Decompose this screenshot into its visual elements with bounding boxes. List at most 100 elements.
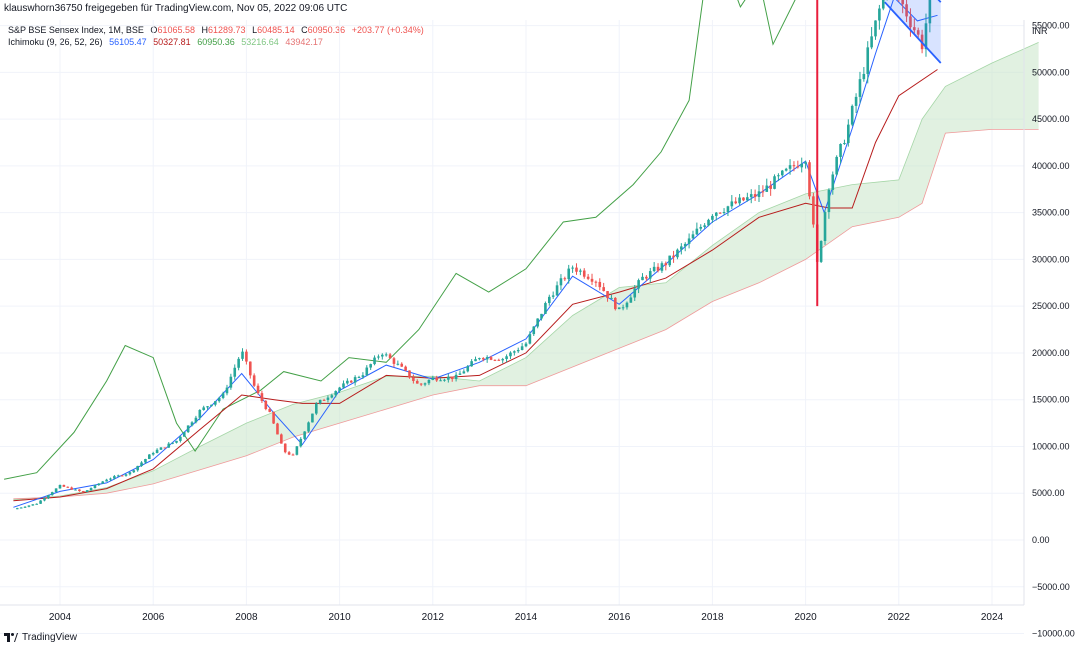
x-tick-label: 2006 xyxy=(142,612,165,623)
candle-body xyxy=(307,422,310,432)
candle-body xyxy=(163,447,167,449)
ichimoku-lead2-value: 43942.17 xyxy=(285,37,323,47)
candle-body xyxy=(291,454,295,456)
candle-body xyxy=(120,475,124,477)
candle-body xyxy=(74,489,77,491)
candle-body xyxy=(377,356,380,358)
x-tick-label: 2024 xyxy=(981,612,1004,623)
candle-body xyxy=(913,27,916,31)
candle-body xyxy=(225,387,229,394)
candle-body xyxy=(404,366,407,371)
candle-body xyxy=(474,359,477,362)
candle-body xyxy=(835,156,838,175)
candle-body xyxy=(536,318,539,327)
candle-body xyxy=(909,16,912,28)
candle-body xyxy=(280,434,283,444)
candle-body xyxy=(276,423,279,435)
candle-body xyxy=(481,358,485,360)
tradingview-logo-icon xyxy=(4,633,18,642)
candle-body xyxy=(210,404,213,407)
price-legend-row[interactable]: S&P BSE Sensex Index, 1M, BSE O61065.58 … xyxy=(8,24,432,36)
chart-legend: S&P BSE Sensex Index, 1M, BSE O61065.58 … xyxy=(8,24,432,48)
y-tick-label: 45000.00 xyxy=(1032,114,1070,124)
candle-body xyxy=(718,212,722,214)
flag-channel-lower xyxy=(884,1,942,64)
y-tick-label: 15000.00 xyxy=(1032,395,1070,405)
candle-body xyxy=(544,303,547,314)
y-tick-label: 55000.00 xyxy=(1032,21,1070,31)
candle-body xyxy=(454,374,458,380)
candle-body xyxy=(551,295,555,297)
candle-body xyxy=(590,278,594,282)
candle-body xyxy=(322,399,326,401)
candle-body xyxy=(617,307,621,310)
candle-body xyxy=(501,359,504,361)
candle-body xyxy=(870,36,873,48)
candle-body xyxy=(299,438,303,447)
x-tick-label: 2016 xyxy=(608,612,631,623)
candle-body xyxy=(812,196,815,225)
candle-body xyxy=(144,459,147,463)
candle-body xyxy=(237,358,240,368)
candle-body xyxy=(167,443,171,448)
candle-body xyxy=(540,313,543,319)
candle-body xyxy=(827,189,831,213)
ichimoku-base-value: 50327.81 xyxy=(153,37,191,47)
candle-body xyxy=(419,383,423,385)
candle-body xyxy=(761,191,765,193)
candle-body xyxy=(245,351,248,362)
x-tick-label: 2010 xyxy=(328,612,351,623)
symbol-label: S&P BSE Sensex Index, 1M, BSE xyxy=(8,25,144,35)
candle-body xyxy=(97,483,101,486)
candle-body xyxy=(858,79,862,97)
candle-body xyxy=(128,472,132,475)
candle-body xyxy=(629,297,633,303)
candle-body xyxy=(353,377,357,383)
change-value: +203.77 (+0.34%) xyxy=(351,25,424,35)
candle-body xyxy=(400,363,404,367)
candle-body xyxy=(734,201,737,204)
y-tick-label: 25000.00 xyxy=(1032,301,1070,311)
ichimoku-conversion-value: 56105.47 xyxy=(109,37,147,47)
candle-body xyxy=(784,168,788,171)
candle-body xyxy=(182,432,186,437)
candle-body xyxy=(516,349,520,352)
candle-body xyxy=(586,276,590,279)
candle-body xyxy=(58,484,62,489)
candle-body xyxy=(823,212,827,242)
candle-body xyxy=(928,0,932,24)
tradingview-footer[interactable]: TradingView xyxy=(4,632,77,643)
candle-body xyxy=(101,481,105,484)
candle-body xyxy=(524,343,528,347)
candle-body xyxy=(19,507,23,509)
candle-body xyxy=(39,500,42,504)
candle-body xyxy=(714,212,718,216)
candle-body xyxy=(221,393,225,398)
candle-body xyxy=(256,385,260,394)
candle-body xyxy=(85,490,89,493)
candle-body xyxy=(326,397,330,400)
ohlc-values: O61065.58 H61289.73 L60485.14 C60950.36 … xyxy=(150,25,427,35)
candle-body xyxy=(924,23,928,50)
candle-body xyxy=(159,447,163,450)
candle-body xyxy=(668,255,671,266)
candle-body xyxy=(233,367,237,377)
currency-label: INR xyxy=(1032,26,1048,36)
candle-body xyxy=(113,476,116,479)
candle-body xyxy=(722,212,726,214)
candle-body xyxy=(648,271,652,279)
open-label: O xyxy=(150,25,158,35)
candle-body xyxy=(35,503,38,505)
ichimoku-legend-row[interactable]: Ichimoku (9, 26, 52, 26) 56105.47 50327.… xyxy=(8,36,432,48)
candle-body xyxy=(54,488,58,493)
candle-body xyxy=(66,486,70,488)
candle-body xyxy=(194,417,198,423)
candle-body xyxy=(384,354,388,356)
candle-body xyxy=(497,359,501,361)
candle-body xyxy=(89,488,93,491)
candle-body xyxy=(315,403,318,414)
candle-body xyxy=(901,0,904,5)
candle-body xyxy=(447,376,450,380)
y-tick-label: 35000.00 xyxy=(1032,208,1070,218)
